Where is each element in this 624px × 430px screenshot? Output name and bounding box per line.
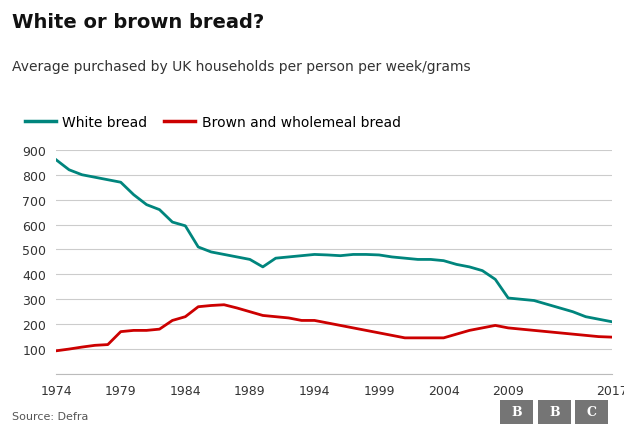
Legend: White bread, Brown and wholemeal bread: White bread, Brown and wholemeal bread	[19, 110, 406, 135]
FancyBboxPatch shape	[538, 400, 571, 424]
Text: B: B	[512, 405, 522, 418]
FancyBboxPatch shape	[500, 400, 534, 424]
Text: B: B	[549, 405, 560, 418]
Text: Average purchased by UK households per person per week/grams: Average purchased by UK households per p…	[12, 60, 471, 74]
Text: Source: Defra: Source: Defra	[12, 412, 89, 421]
FancyBboxPatch shape	[575, 400, 608, 424]
Text: White or brown bread?: White or brown bread?	[12, 13, 265, 32]
Text: C: C	[587, 405, 597, 418]
